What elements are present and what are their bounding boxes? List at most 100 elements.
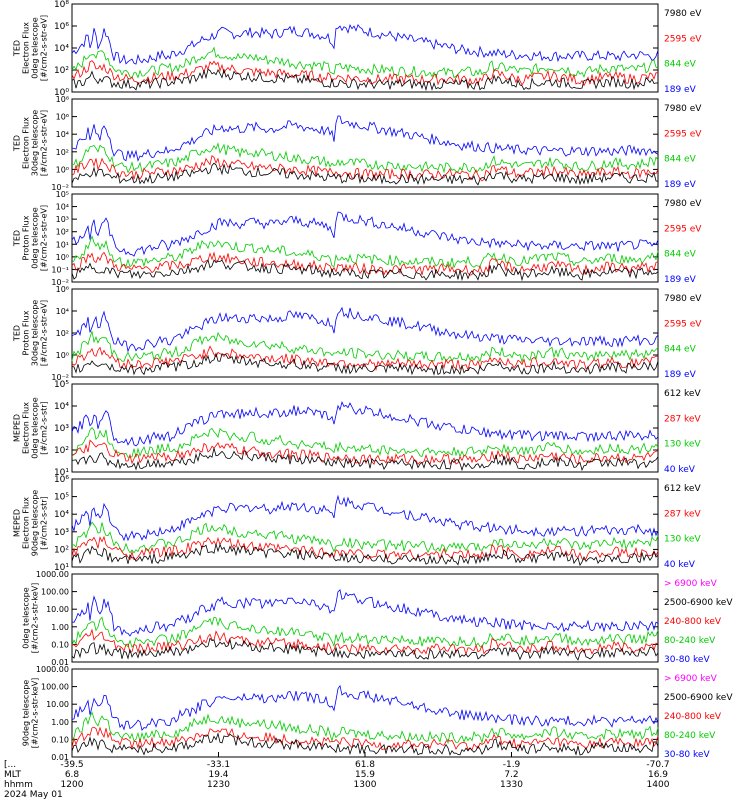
y-axis-label-line: TED <box>13 135 22 152</box>
y-tick-label: 10⁵ <box>54 493 69 503</box>
y-tick-label: 0.10 <box>51 640 69 649</box>
y-tick-label: 10⁴ <box>56 203 69 212</box>
legend-entry: 2500-6900 keV <box>664 598 733 608</box>
y-tick-label: 10⁶ <box>54 475 69 485</box>
panel-1: 10⁰ 10² 10⁴ 10⁶ 10⁸ TED Electron Flux 0deg tele… <box>13 0 703 98</box>
y-axis-label-line: [#/cm2-s-str] <box>40 401 49 454</box>
y-tick-label: 10⁰ <box>56 253 69 262</box>
series-line <box>71 637 659 661</box>
y-axis-label-line: [#/cm2-s-str-eV] <box>40 110 49 176</box>
y-axis-label: 90deg telescope [#/cm2-s-str-keV] <box>22 678 40 749</box>
x-note: [... <box>4 760 16 770</box>
legend-entry: 7980 eV <box>664 199 702 209</box>
x-tick-label: 15.9 <box>355 770 375 780</box>
panel-frame <box>71 3 659 93</box>
panel-6: 10¹ 10² 10³ 10⁴ 10⁵ 10⁶ MEPED Electron Flux 90de… <box>13 475 702 573</box>
series-line <box>71 731 659 756</box>
x-axis-labels: -39.5 -33.1 61.8 -1.9 -70.7 MLT 6.8 19.4 15.9 7.2… <box>4 752 670 800</box>
y-axis-label: TED Electron Flux 30deg telescope [#/cm2-s-… <box>13 110 49 177</box>
y-tick-label: 1000.00 <box>36 570 69 579</box>
legend-entry: 2595 eV <box>664 319 702 329</box>
series-line <box>71 46 659 79</box>
series-line <box>71 543 659 567</box>
y-axis-label-line: [#/cm2-s-str-keV] <box>31 678 40 749</box>
y-axis-label: MEPED Electron Flux 0deg telescope [#/cm2-s… <box>13 397 49 458</box>
y-axis-label-line: Electron Flux <box>22 117 31 169</box>
y-tick-label: 10⁵ <box>56 190 69 199</box>
series-line <box>71 521 659 554</box>
y-tick-label: 10⁻¹ <box>51 265 69 274</box>
y-tick-label: 1000.00 <box>36 665 69 674</box>
series-line <box>71 589 659 637</box>
x-tick-label: -70.7 <box>646 760 669 770</box>
legend-entry: 7980 eV <box>664 294 702 304</box>
y-axis-label-line: Proton Flux <box>22 215 31 260</box>
y-tick-label: 10⁰ <box>56 351 69 360</box>
legend-entry: 130 keV <box>664 440 701 450</box>
y-tick-label: 0.10 <box>51 735 69 744</box>
y-tick-label: 10² <box>54 66 69 76</box>
series-line <box>71 211 659 257</box>
legend-entry: 30-80 keV <box>664 655 710 665</box>
legend-entry: 189 eV <box>664 85 697 95</box>
y-tick-label: 10⁰ <box>54 88 69 98</box>
y-tick-label: 10⁴ <box>54 402 69 412</box>
panel-2: 10⁻² 10⁰ 10² 10⁴ 10⁶ 10⁸ TED Electron Flux 30deg… <box>13 95 703 192</box>
x-tick-label: 19.4 <box>208 770 228 780</box>
y-axis-label: 0deg telescope [#/cm2-s-str-keV] <box>22 583 40 654</box>
legend-entry: 130 keV <box>664 535 701 545</box>
y-tick-label: 10¹ <box>56 240 69 249</box>
legend-entry: 844 eV <box>664 155 697 165</box>
y-axis-label-line: 30deg telescope <box>31 300 40 367</box>
legend-entry: 287 keV <box>664 414 701 424</box>
y-tick-label: 10² <box>56 228 69 237</box>
y-axis-label-line: [#/cm2-s-str-eV] <box>40 15 49 81</box>
y-tick-label: 1.00 <box>51 623 69 632</box>
legend-entry: 7980 eV <box>664 9 702 19</box>
x-tick-label: 61.8 <box>355 760 375 770</box>
y-axis-label-line: Electron Flux <box>22 402 31 454</box>
legend-entry: 844 eV <box>664 345 697 355</box>
series-line <box>71 60 659 87</box>
y-axis-label: TED Electron Flux 0deg telescope [#/cm2-s-s… <box>13 15 49 81</box>
legend-entry: 189 eV <box>664 275 697 285</box>
series-line <box>71 494 659 542</box>
y-tick-label: 10³ <box>54 424 69 434</box>
legend-entry: 80-240 keV <box>664 636 716 646</box>
y-tick-label: 10⁴ <box>56 307 69 316</box>
y-tick-label: 10² <box>54 446 69 456</box>
y-axis-label-line: 0deg telescope <box>31 397 40 458</box>
y-tick-label: 10⁰ <box>56 165 69 174</box>
y-tick-label: 10⁸ <box>54 0 69 10</box>
y-axis-label-line: TED <box>13 40 22 57</box>
series-line <box>71 306 659 353</box>
panel-frame <box>71 288 659 378</box>
x-tick-label: -39.5 <box>60 760 83 770</box>
y-axis-label: TED Proton Flux 0deg telescope [#/cm2-s-str… <box>13 205 49 271</box>
y-tick-label: 10² <box>54 545 69 555</box>
legend-entry: > 6900 keV <box>664 674 718 684</box>
panel-8: 0.01 0.10 1.00 10.00 100.00 1000.00 90deg tele… <box>22 665 734 762</box>
x-tick-label: 16.9 <box>648 770 668 780</box>
y-axis-label-line: 30deg telescope <box>31 110 40 177</box>
y-tick-label: 10¹ <box>54 468 69 478</box>
series-line <box>71 426 659 458</box>
series-line <box>71 684 659 731</box>
y-axis-label-line: TED <box>13 325 22 342</box>
legend-entry: 30-80 keV <box>664 750 710 760</box>
series-line <box>71 447 659 472</box>
legend-entry: 612 keV <box>664 389 701 399</box>
y-tick-label: 10.00 <box>46 605 69 614</box>
panel-frame <box>71 573 659 663</box>
y-tick-label: 10⁴ <box>54 510 69 520</box>
legend-entry: 2595 eV <box>664 224 702 234</box>
y-axis-label-line: MEPED <box>13 509 22 537</box>
x-row-label: MLT <box>4 770 22 780</box>
series-line <box>71 535 659 561</box>
x-tick-label: 1300 <box>354 780 377 790</box>
series-line <box>71 68 659 92</box>
legend-entry: 240-800 keV <box>664 617 722 627</box>
y-tick-label: 0.01 <box>51 753 69 762</box>
